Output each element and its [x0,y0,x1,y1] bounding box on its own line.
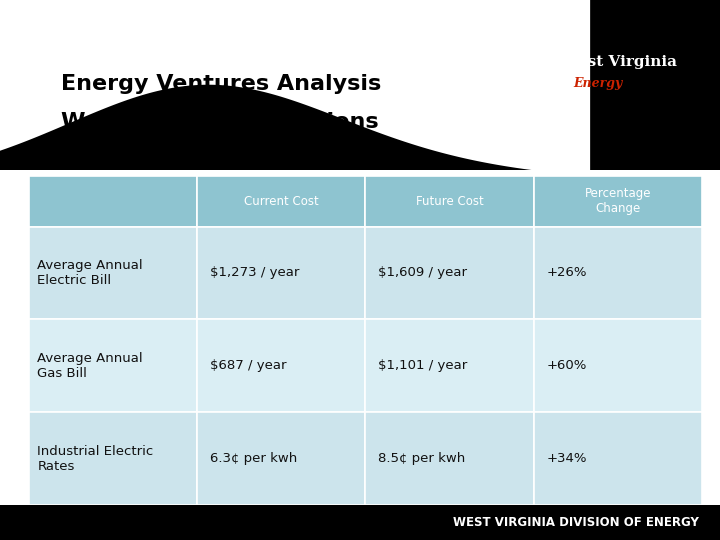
Text: Current Cost: Current Cost [244,194,319,207]
FancyBboxPatch shape [29,176,197,227]
Text: West Virginia Predictions: West Virginia Predictions [61,111,379,132]
Text: Energy Ventures Analysis: Energy Ventures Analysis [61,73,382,94]
Text: Percentage
Change: Percentage Change [585,187,651,215]
Text: $1,273 / year: $1,273 / year [210,266,300,279]
FancyBboxPatch shape [534,176,702,227]
FancyBboxPatch shape [29,319,197,412]
Text: Industrial Electric
Rates: Industrial Electric Rates [37,444,153,472]
FancyBboxPatch shape [29,227,197,319]
Text: +60%: +60% [546,359,587,372]
Text: West Virginia: West Virginia [562,55,677,69]
Text: Average Annual
Gas Bill: Average Annual Gas Bill [37,352,143,380]
FancyBboxPatch shape [0,0,720,170]
Text: Average Annual
Electric Bill: Average Annual Electric Bill [37,259,143,287]
FancyBboxPatch shape [0,505,720,540]
Text: 6.3¢ per kwh: 6.3¢ per kwh [210,452,297,465]
Text: Energy: Energy [573,77,622,90]
Text: WEST VIRGINIA DIVISION OF ENERGY: WEST VIRGINIA DIVISION OF ENERGY [453,516,698,529]
FancyBboxPatch shape [534,319,702,412]
Text: +26%: +26% [546,266,588,279]
Polygon shape [0,0,590,176]
Text: $687 / year: $687 / year [210,359,287,372]
FancyBboxPatch shape [365,412,534,505]
Text: +34%: +34% [546,452,588,465]
FancyBboxPatch shape [365,176,534,227]
FancyBboxPatch shape [197,227,365,319]
FancyBboxPatch shape [197,176,365,227]
FancyBboxPatch shape [197,319,365,412]
FancyBboxPatch shape [534,227,702,319]
Text: 8.5¢ per kwh: 8.5¢ per kwh [379,452,466,465]
FancyBboxPatch shape [534,412,702,505]
FancyBboxPatch shape [365,227,534,319]
FancyBboxPatch shape [29,412,197,505]
FancyBboxPatch shape [197,412,365,505]
FancyBboxPatch shape [365,319,534,412]
Text: $1,101 / year: $1,101 / year [379,359,467,372]
Text: Future Cost: Future Cost [415,194,483,207]
Text: $1,609 / year: $1,609 / year [379,266,467,279]
